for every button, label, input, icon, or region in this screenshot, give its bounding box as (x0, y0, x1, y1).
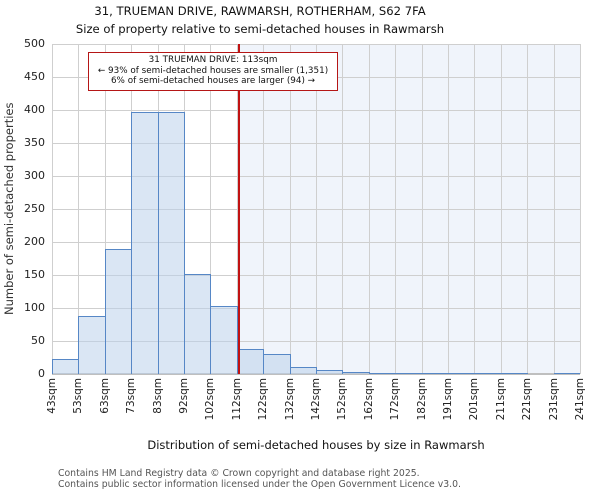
gridline-vertical (341, 44, 343, 374)
gridline-vertical (104, 44, 106, 374)
histogram-bar (554, 372, 580, 374)
histogram-bar (501, 373, 528, 374)
gridline-vertical (447, 44, 449, 374)
x-tick-label: 241sqm (574, 378, 586, 421)
x-tick-label: 162sqm (363, 378, 375, 421)
x-tick-label: 132sqm (284, 378, 296, 421)
gridline-vertical (421, 44, 423, 374)
gridline-vertical (262, 44, 264, 374)
annotation-larger-text: 6% of semi-detached houses are larger (9… (110, 76, 316, 87)
annotation-title: 31 TRUEMAN DRIVE: 113sqm (148, 55, 278, 65)
x-tick-label: 43sqm (46, 378, 58, 414)
histogram-bar (395, 372, 423, 374)
histogram-bar (263, 354, 291, 374)
gridline-vertical (289, 44, 291, 374)
x-tick-label: 142sqm (310, 378, 322, 421)
histogram-bar (448, 373, 475, 374)
gridline-vertical (51, 44, 53, 374)
x-tick-label: 191sqm (442, 378, 454, 421)
x-tick-label: 83sqm (152, 378, 164, 414)
x-tick-label: 112sqm (231, 378, 243, 421)
histogram-bar (316, 370, 343, 374)
annotation-box: 31 TRUEMAN DRIVE: 113sqm ← 93% of semi-d… (88, 52, 338, 91)
x-tick-label: 152sqm (336, 378, 348, 421)
footer-attribution-line2: Contains public sector information licen… (58, 479, 461, 490)
y-tick-label: 200 (24, 235, 45, 248)
histogram-bar (237, 348, 264, 374)
x-tick-label: 231sqm (548, 378, 560, 421)
histogram-bar (78, 315, 106, 374)
gridline-vertical (526, 44, 528, 374)
histogram-bar (474, 373, 502, 374)
x-axis-label: Distribution of semi-detached houses by … (147, 438, 485, 452)
y-tick-label: 350 (24, 136, 45, 149)
x-tick-label: 172sqm (389, 378, 401, 421)
x-tick-label: 73sqm (125, 378, 137, 414)
gridline-vertical (315, 44, 317, 374)
plot-area: 31 TRUEMAN DRIVE: 113sqm ← 93% of semi-d… (46, 43, 586, 420)
y-tick-label: 400 (24, 103, 45, 116)
gridline-vertical (368, 44, 370, 374)
gridline-vertical (579, 44, 581, 374)
gridline-vertical (473, 44, 475, 374)
y-tick-label: 450 (24, 70, 45, 83)
x-tick-label: 201sqm (468, 378, 480, 421)
x-tick-label: 92sqm (178, 378, 190, 414)
histogram-bar (369, 372, 396, 374)
x-tick-label: 211sqm (495, 378, 507, 421)
x-tick-label: 122sqm (257, 378, 269, 421)
histogram-bar (105, 248, 132, 374)
y-tick-label: 50 (31, 334, 45, 347)
x-tick-label: 102sqm (204, 378, 216, 421)
y-tick-label: 150 (24, 268, 45, 281)
chart-subtitle: Size of property relative to semi-detach… (75, 22, 445, 36)
y-tick-label: 300 (24, 169, 45, 182)
histogram-bar (290, 367, 317, 374)
y-tick-label: 0 (38, 367, 45, 380)
property-size-marker-line (237, 44, 240, 374)
annotation-smaller-text: ← 93% of semi-detached houses are smalle… (97, 65, 329, 76)
histogram-bar (158, 111, 185, 374)
footer-attribution-line1: Contains HM Land Registry data © Crown c… (58, 468, 420, 479)
histogram-bar (422, 373, 449, 374)
x-tick-label: 182sqm (416, 378, 428, 421)
x-tick-label: 63sqm (99, 378, 111, 414)
gridline-vertical (77, 44, 79, 374)
histogram-bar (131, 111, 159, 374)
gridline-vertical (394, 44, 396, 374)
histogram-bar (52, 358, 79, 374)
page-title: 31, TRUEMAN DRIVE, RAWMARSH, ROTHERHAM, … (94, 4, 426, 18)
y-tick-label: 100 (24, 301, 45, 314)
gridline-vertical (553, 44, 555, 374)
histogram-bar (342, 372, 370, 374)
gridline-vertical (209, 44, 211, 374)
x-tick-label: 221sqm (521, 378, 533, 421)
y-tick-label: 500 (24, 37, 45, 50)
histogram-bar (184, 274, 211, 374)
gridline-vertical (500, 44, 502, 374)
y-tick-label: 250 (24, 202, 45, 215)
x-tick-label: 53sqm (72, 378, 84, 414)
gridline-vertical (236, 44, 238, 374)
histogram-bar (210, 306, 238, 374)
x-axis-line (52, 373, 580, 375)
